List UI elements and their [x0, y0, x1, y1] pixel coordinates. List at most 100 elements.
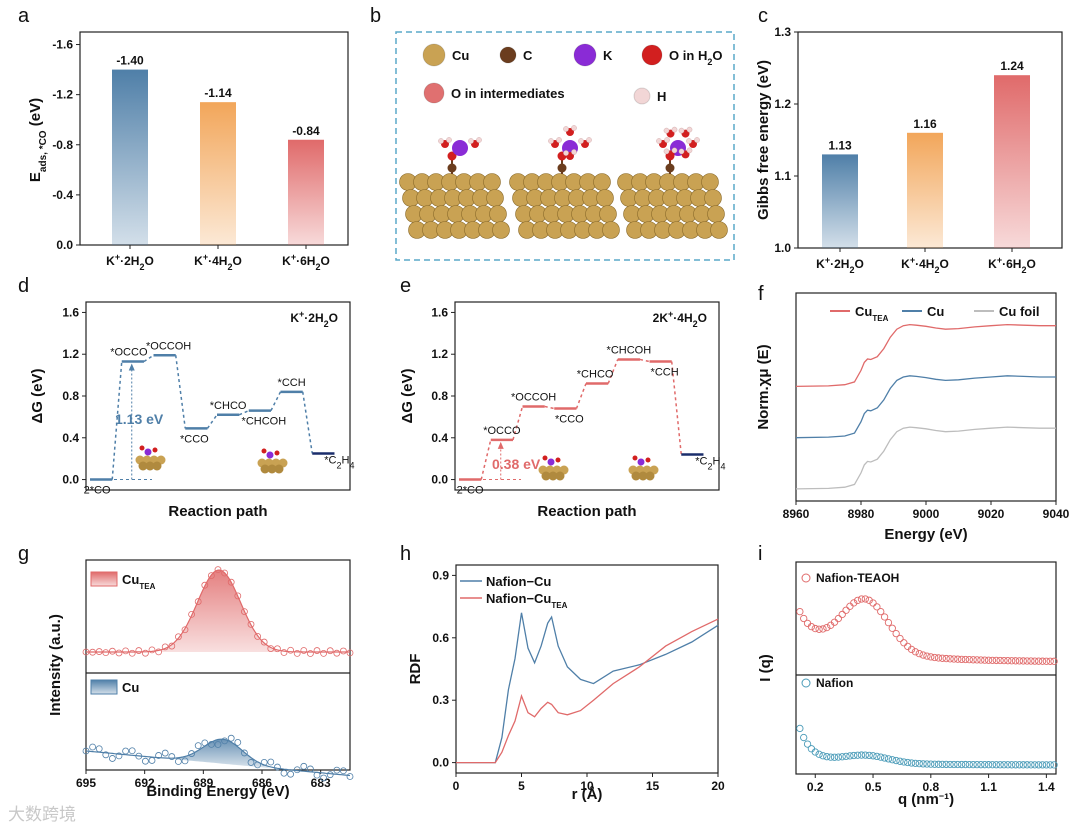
data-point — [1004, 761, 1012, 769]
data-point — [254, 761, 262, 769]
panel-d-y-tick-label: 0.8 — [62, 389, 79, 403]
data-point — [981, 761, 989, 769]
data-point — [293, 649, 301, 657]
data-point — [320, 774, 328, 782]
watermark: 大数跨境 — [8, 805, 76, 824]
cu-atom — [489, 205, 507, 223]
panel-f: f 8960 8980 9000 9020 9040 Energy (eV) Norm.χμ … — [755, 283, 1070, 543]
legend-atom-icon — [423, 82, 445, 104]
data-point — [234, 592, 242, 600]
data-point — [300, 647, 308, 654]
connector — [206, 414, 218, 429]
data-point — [853, 596, 862, 605]
data-point — [174, 758, 182, 765]
panel-i-x-tick-label: 0.8 — [922, 780, 939, 794]
data-point — [973, 760, 981, 769]
panel-f-xlabel: Energy (eV) — [884, 526, 967, 543]
data-point — [161, 643, 169, 651]
panel-e-y-tick-label: 1.6 — [431, 305, 448, 319]
data-point — [934, 760, 943, 768]
legend-label: K — [603, 48, 613, 63]
data-point — [115, 649, 123, 657]
legend-label: Nafion−CuTEA — [486, 591, 568, 610]
data-point — [254, 633, 262, 640]
panel-h-x-tick-label: 0 — [453, 779, 460, 793]
water-hydrogen — [656, 138, 662, 144]
legend-label: Cu — [122, 680, 139, 695]
panel-c-y-tick-label: 1.0 — [774, 241, 791, 255]
data-point — [942, 760, 950, 769]
panel-f-x-tick-label: 9000 — [913, 507, 940, 521]
connector — [111, 361, 123, 480]
bar-value-label: -1.40 — [116, 54, 144, 68]
cu-atom — [602, 221, 620, 239]
data-point — [915, 649, 923, 658]
data-point — [181, 757, 189, 765]
legend-atom-icon — [633, 87, 651, 105]
data-point — [927, 653, 935, 661]
step-label: *OCCO — [110, 347, 148, 359]
water-hydrogen — [671, 147, 678, 154]
data-point — [823, 623, 831, 632]
panel-h-y-tick-label: 0.0 — [432, 756, 449, 770]
bar — [112, 69, 148, 246]
data-point — [155, 752, 163, 759]
oxygen-atom — [139, 445, 145, 451]
legend-label: O in intermediates — [451, 86, 565, 101]
data-point — [1038, 761, 1047, 769]
panel-c-y-tick-label: 1.3 — [774, 25, 791, 39]
panel-h-x-tick-label: 15 — [646, 779, 660, 793]
data-point — [82, 747, 90, 755]
panel-h-x-tick-label: 5 — [518, 779, 525, 793]
data-point — [109, 755, 116, 762]
data-point — [1000, 761, 1008, 769]
data-point — [992, 656, 1000, 665]
data-point — [965, 656, 973, 664]
data-point — [961, 760, 970, 769]
data-point — [234, 739, 242, 746]
legend-label: C — [523, 48, 533, 63]
bar — [907, 132, 943, 248]
carbon-atom — [557, 163, 567, 173]
cu-atom — [138, 461, 148, 471]
data-point — [135, 647, 143, 654]
step-label: *CCH — [278, 377, 306, 389]
data-point — [869, 752, 877, 760]
data-point — [174, 633, 182, 641]
panel-i-x-tick-label: 1.4 — [1038, 780, 1055, 794]
data-point — [830, 618, 839, 626]
water-hydrogen — [556, 137, 562, 143]
data-point — [214, 741, 222, 748]
data-point — [1000, 656, 1008, 665]
series-line — [795, 426, 1056, 490]
data-point — [954, 760, 962, 769]
data-point — [827, 753, 835, 761]
data-point — [115, 752, 123, 760]
legend-label: Nafion−Cu — [486, 574, 551, 589]
data-point — [122, 647, 129, 655]
water-hydrogen — [548, 138, 554, 144]
water-hydrogen — [571, 125, 577, 131]
data-point — [240, 608, 248, 615]
data-point — [333, 649, 341, 657]
data-point — [977, 656, 985, 664]
water-hydrogen — [664, 137, 670, 143]
panel-b: b Cu C K O in H2O O in intermediates H — [370, 5, 735, 261]
data-point — [834, 753, 843, 761]
data-point — [888, 756, 896, 764]
oxygen-atom — [261, 448, 267, 454]
data-point — [865, 596, 873, 604]
cu-atom — [492, 221, 510, 239]
data-point — [320, 649, 328, 657]
panel-d-frame — [85, 301, 351, 491]
data-point — [819, 752, 827, 760]
data-point — [227, 578, 235, 586]
bar-value-label: 1.13 — [828, 138, 852, 152]
data-point — [194, 742, 202, 750]
panel-f-frame — [795, 292, 1057, 502]
cu-atom — [701, 173, 719, 191]
data-point — [1008, 761, 1016, 769]
data-point — [287, 646, 295, 654]
step-label: 2*CO — [84, 485, 111, 497]
data-point — [148, 757, 156, 764]
